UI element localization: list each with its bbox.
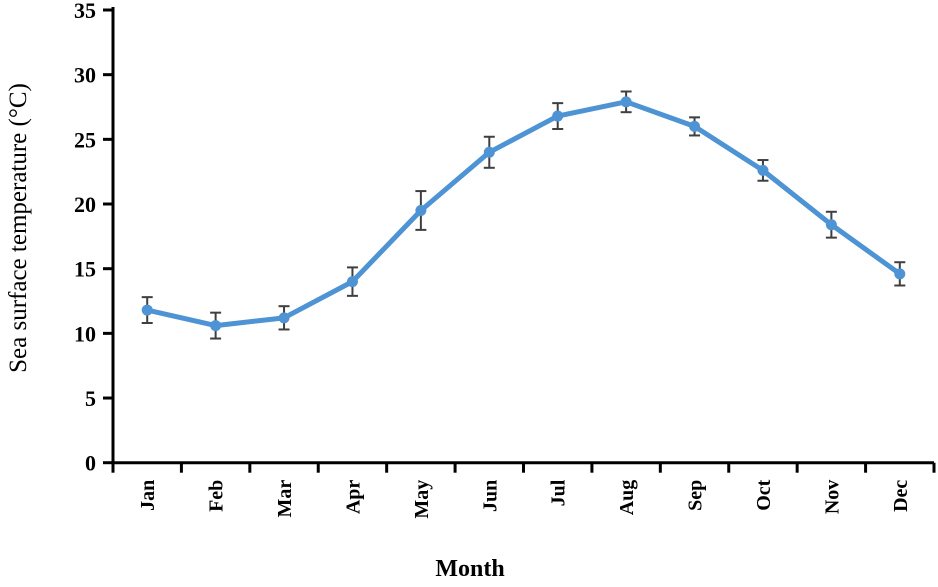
x-tick-label: Feb [206, 480, 228, 512]
x-tick-label: Oct [753, 479, 775, 510]
x-tick-label: Jun [479, 480, 501, 512]
data-point-marker [825, 219, 837, 231]
y-axis-title: Sea surface temperature (°C) [5, 83, 32, 373]
data-point-marker [894, 268, 906, 280]
y-tick-label: 15 [74, 257, 96, 282]
x-tick-label: Jan [137, 480, 159, 511]
data-point-marker [689, 120, 701, 132]
x-tick-label: May [411, 480, 433, 519]
data-point-marker [620, 96, 632, 108]
data-point-marker [552, 110, 564, 122]
data-point-marker [415, 204, 427, 216]
y-tick-label: 35 [74, 0, 96, 23]
data-point-marker [757, 164, 769, 176]
y-tick-label: 5 [85, 386, 96, 411]
y-tick-label: 20 [74, 192, 96, 217]
x-tick-label: Apr [342, 480, 364, 515]
y-tick-label: 0 [85, 451, 96, 476]
x-tick-label: Nov [821, 480, 843, 514]
x-axis-title: Month [435, 556, 504, 582]
x-tick-label: Aug [616, 480, 638, 516]
y-tick-label: 30 [74, 63, 96, 88]
x-tick-label: Mar [274, 480, 296, 518]
data-point-marker [210, 320, 222, 332]
y-tick-label: 25 [74, 127, 96, 152]
temperature-line [144, 99, 903, 329]
plot-area: 0 5 10 15 20 25 30 35 Jan Feb Mar Apr May Jun Jul Aug Se… [74, 0, 936, 519]
x-tick-label: Dec [890, 480, 912, 512]
data-point-marker [141, 304, 153, 316]
data-point-marker [278, 312, 290, 324]
x-tick-label: Sep [685, 480, 707, 511]
x-tick-label: Jul [548, 479, 570, 506]
y-tick-label: 10 [74, 321, 96, 346]
data-point-marker [346, 276, 358, 288]
data-point-marker [483, 146, 495, 158]
